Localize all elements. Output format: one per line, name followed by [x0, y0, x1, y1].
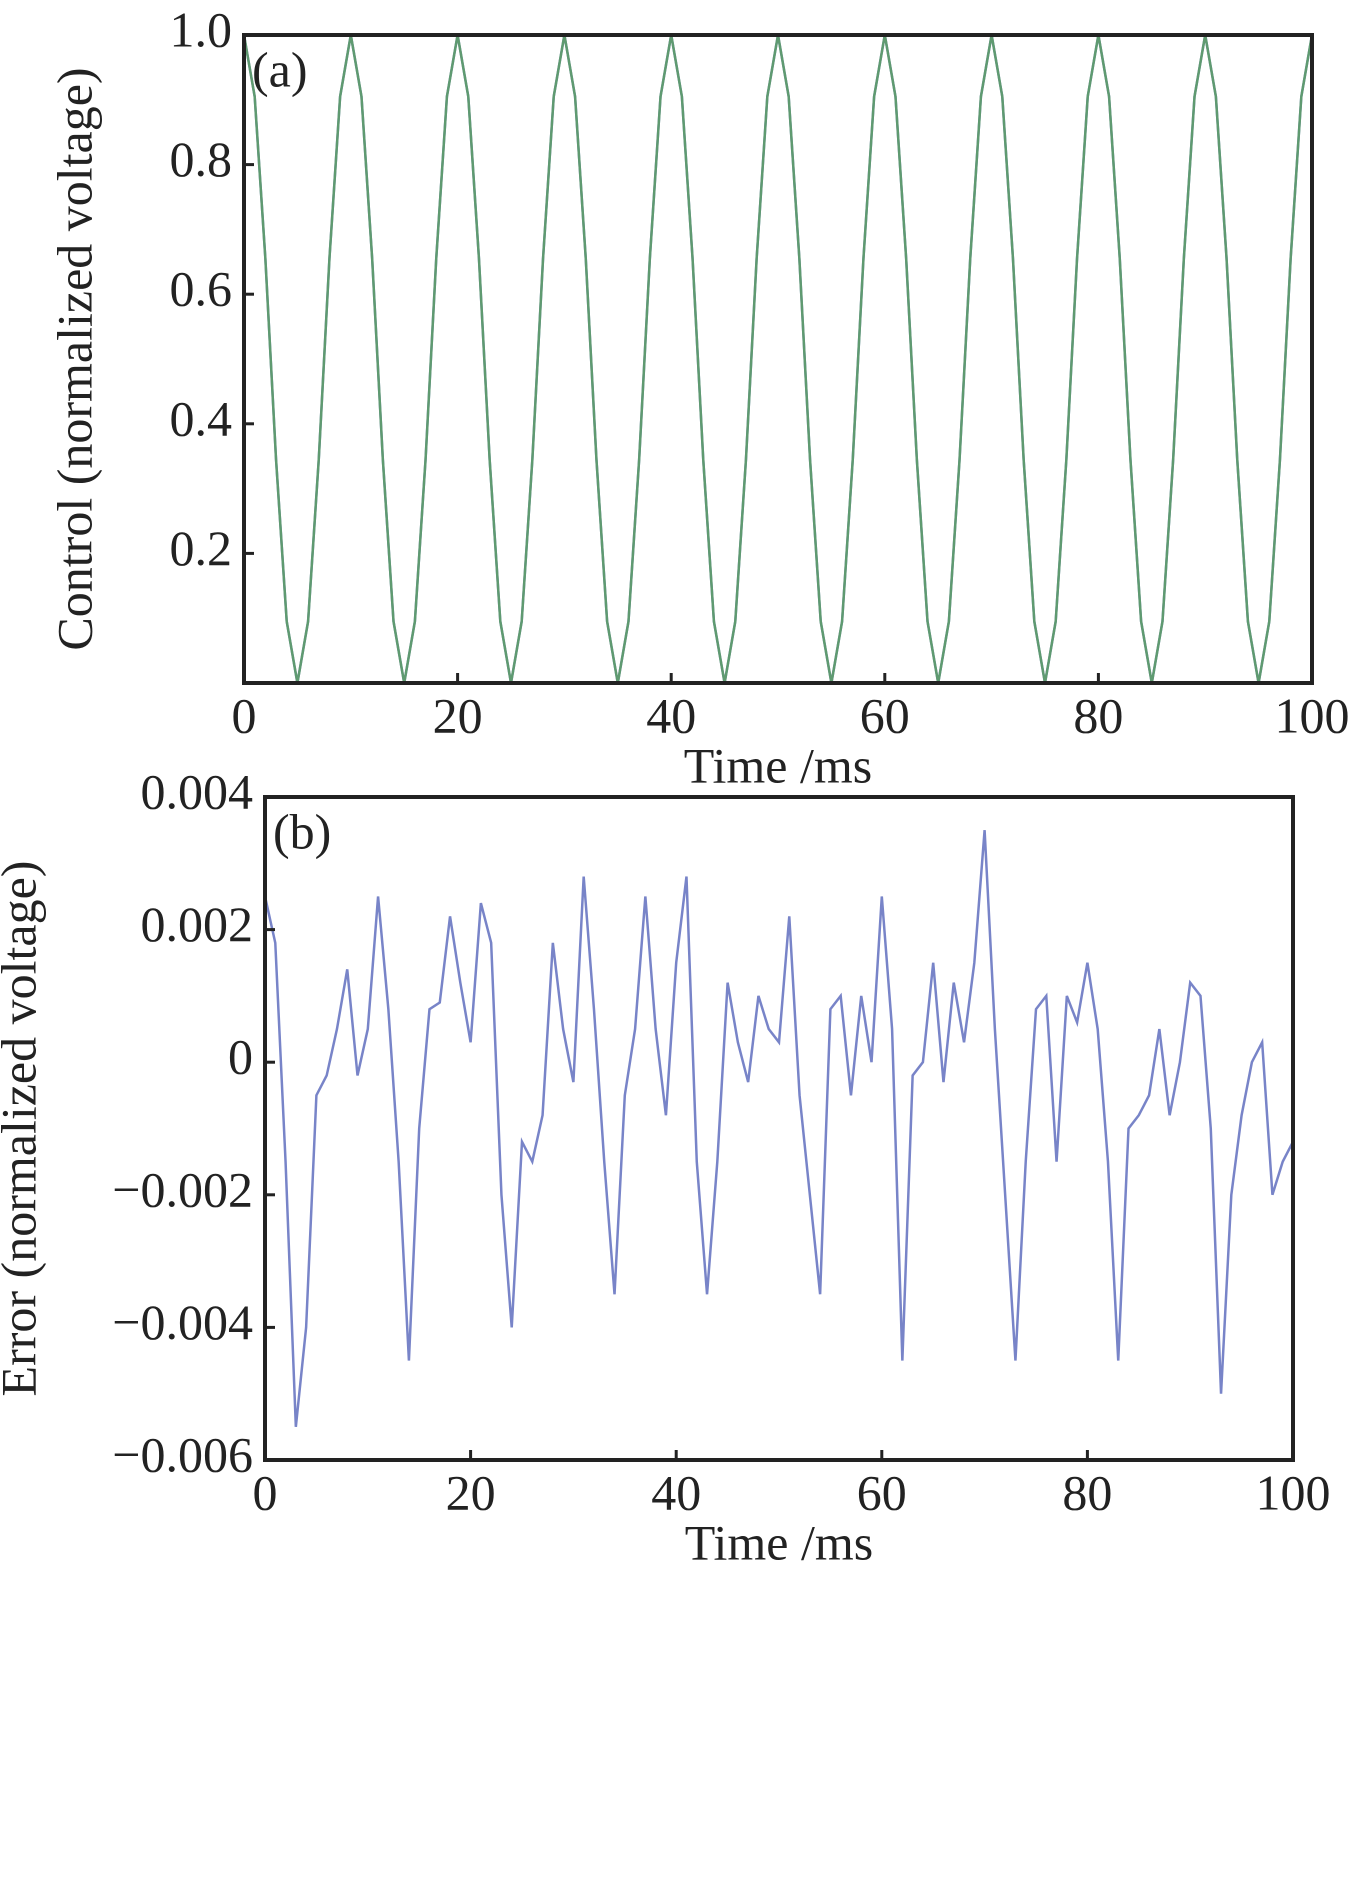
data-line	[263, 830, 1295, 1427]
y-tick-label: 1.0	[170, 1, 233, 57]
x-tick-label: 0	[253, 1464, 278, 1520]
x-tick-label: 100	[1275, 687, 1350, 743]
y-tick-label: 0.002	[141, 896, 254, 952]
x-axis-label: Time /ms	[685, 1514, 874, 1570]
x-tick-label: 0	[232, 687, 257, 743]
y-tick-label: −0.004	[112, 1294, 253, 1350]
panel-label: (b)	[273, 803, 331, 859]
x-axis-label: Time /ms	[684, 737, 873, 793]
x-tick-label: 60	[857, 1464, 907, 1520]
panel-label: (a)	[252, 41, 308, 97]
x-tick-label: 20	[433, 687, 483, 743]
data-line	[242, 34, 1314, 684]
x-tick-label: 40	[646, 687, 696, 743]
y-tick-label: 0.6	[170, 261, 233, 317]
x-tick-label: 80	[1062, 1464, 1112, 1520]
y-tick-label: 0.4	[170, 390, 233, 446]
y-tick-label: 0.8	[170, 131, 233, 187]
plot-frame	[263, 795, 1295, 1462]
x-tick-label: 100	[1256, 1464, 1331, 1520]
x-tick-label: 40	[651, 1464, 701, 1520]
x-tick-label: 20	[446, 1464, 496, 1520]
y-tick-label: 0.004	[141, 763, 254, 819]
y-axis-label: Control (normalized voltage)	[46, 67, 102, 650]
y-tick-label: −0.002	[112, 1161, 253, 1217]
y-axis-label: Error (normalized voltage)	[0, 861, 46, 1397]
y-tick-label: 0	[228, 1029, 253, 1085]
x-tick-label: 60	[860, 687, 910, 743]
y-tick-label: −0.006	[112, 1426, 253, 1482]
y-tick-label: 0.2	[170, 520, 233, 576]
data-line	[242, 34, 1314, 684]
plot-frame	[242, 33, 1314, 685]
x-tick-label: 80	[1073, 687, 1123, 743]
